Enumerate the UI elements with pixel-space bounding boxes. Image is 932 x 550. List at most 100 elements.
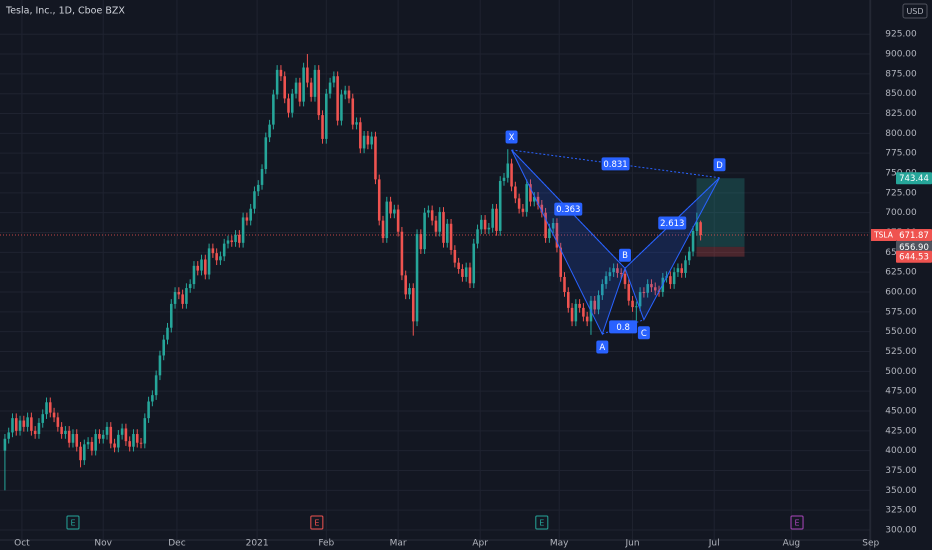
candle-body <box>200 259 203 271</box>
candle-body <box>532 196 536 202</box>
candle-body <box>287 98 290 113</box>
candle-body <box>483 219 487 230</box>
ratio-box <box>658 216 687 230</box>
candle-body <box>234 234 237 243</box>
candle-body <box>355 122 358 125</box>
candle-body <box>423 212 426 250</box>
candle-body <box>370 136 373 145</box>
x-tick-label: Feb <box>318 539 334 549</box>
candle-body <box>559 247 563 277</box>
point-label: D <box>716 161 723 171</box>
candle-body <box>351 98 355 125</box>
candle-body <box>385 201 389 239</box>
candle-body <box>419 234 423 250</box>
ratio-label: 0.8 <box>616 323 630 333</box>
x-tick-label: Mar <box>390 539 407 549</box>
pattern-layer: 0.831 0.363 0.8 2.613 X A B C D <box>505 130 726 354</box>
x-tick-label: May <box>550 539 569 549</box>
candle-body <box>302 67 305 102</box>
point-label: C <box>641 329 647 339</box>
candle-body <box>185 288 188 304</box>
candle-body <box>680 268 683 273</box>
candle-body <box>597 295 600 310</box>
candle-body <box>169 303 173 328</box>
currency: USD <box>906 7 923 16</box>
candle-body <box>94 434 97 451</box>
candle-body <box>427 210 430 213</box>
event-marker <box>535 515 549 530</box>
y-tick-label: 700.00 <box>885 208 917 218</box>
candle-body <box>340 94 343 121</box>
candle-body <box>616 268 619 273</box>
candle-body <box>362 135 366 149</box>
ratio-label: 2.613 <box>660 219 684 229</box>
candle-body <box>468 267 472 284</box>
candle-body <box>551 222 555 229</box>
candle-body <box>691 230 695 252</box>
candle-body <box>98 434 101 439</box>
candle-body <box>18 420 22 431</box>
candle-body <box>325 93 328 139</box>
last-price-label: 671.87 <box>899 231 929 241</box>
candle-body <box>434 220 438 232</box>
candle-body <box>166 327 169 340</box>
point-box <box>505 130 518 144</box>
target-label: 743.44 <box>899 174 929 184</box>
candle-body <box>275 69 279 95</box>
y-tick-label: 500.00 <box>885 367 917 377</box>
candle-body <box>619 272 623 274</box>
candle-body <box>672 272 676 285</box>
event-label: E <box>314 519 319 528</box>
y-tick-label: 850.00 <box>885 89 917 99</box>
y-tick-label: 300.00 <box>885 526 917 536</box>
candle-body <box>525 184 528 212</box>
candle-body <box>347 90 351 99</box>
entry-label: 656.90 <box>899 243 929 253</box>
candle-body <box>306 67 309 83</box>
candle-body <box>162 339 166 356</box>
stop-label-box <box>896 250 932 263</box>
candle-body <box>249 208 252 221</box>
candle-body <box>11 418 14 433</box>
y-tick-label: 800.00 <box>885 129 917 139</box>
y-tick-label: 575.00 <box>885 307 917 317</box>
candle-body <box>646 284 649 293</box>
candle-body <box>461 269 464 277</box>
point-label: X <box>509 133 515 143</box>
x-tick-label: Dec <box>168 539 185 549</box>
grid <box>0 0 872 540</box>
candle-body <box>650 284 653 288</box>
y-tick-label: 525.00 <box>885 347 917 357</box>
candle-body <box>695 222 699 231</box>
last-price-label-box <box>896 228 932 241</box>
candle-body <box>669 276 672 285</box>
candle-body <box>377 179 381 221</box>
y-tick-label: 900.00 <box>885 50 917 60</box>
candle-body <box>49 402 52 413</box>
candle-body <box>415 234 419 322</box>
y-tick-label: 925.00 <box>885 30 917 40</box>
candle-body <box>196 265 200 271</box>
candle-body <box>317 69 321 116</box>
candle-body <box>374 136 377 180</box>
candle-body <box>64 430 67 435</box>
candle-body <box>321 115 324 139</box>
target-label-box <box>896 172 932 185</box>
candle-body <box>612 268 615 273</box>
candle-body <box>487 227 491 230</box>
candle-body <box>56 417 60 427</box>
x-tick-label: Nov <box>94 539 112 549</box>
candle-body <box>260 169 264 185</box>
candle-body <box>566 292 570 308</box>
symbol-label: TSLA <box>873 230 894 239</box>
candle-body <box>635 306 638 308</box>
candle-body <box>408 288 411 295</box>
entry-label-box <box>896 240 932 253</box>
candles <box>3 54 702 491</box>
candle-body <box>498 180 502 231</box>
candle-body <box>389 201 392 214</box>
candle-body <box>154 375 158 396</box>
candle-body <box>582 307 585 317</box>
candle-body <box>135 434 139 443</box>
